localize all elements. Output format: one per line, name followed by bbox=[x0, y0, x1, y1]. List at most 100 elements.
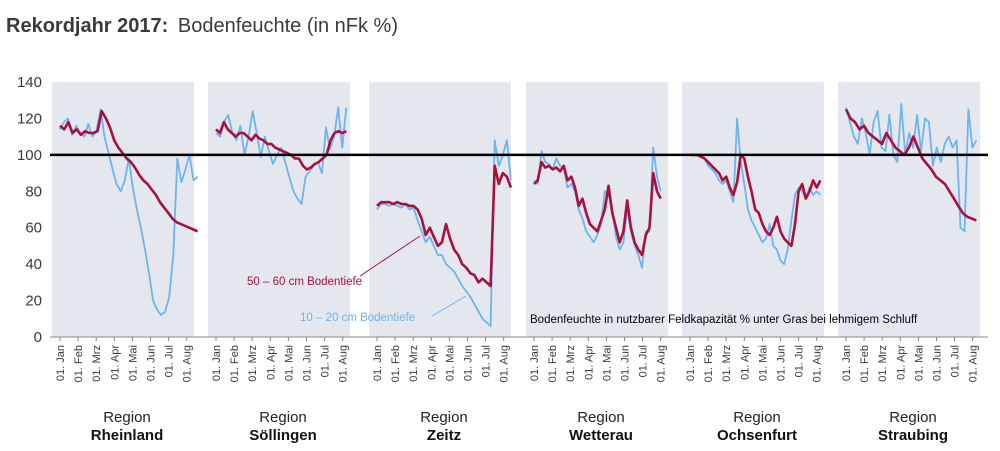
x-tick-label: 01. Feb bbox=[859, 345, 871, 382]
x-tick-label: 01. Feb bbox=[703, 345, 715, 382]
region-label-top: Region bbox=[420, 409, 468, 426]
x-tick-label: 01. Apr bbox=[109, 345, 121, 380]
x-tick-label: 01. Aug bbox=[656, 345, 668, 382]
x-tick-label: 01. Jun bbox=[620, 345, 632, 381]
region-label-top: Region bbox=[103, 409, 151, 426]
x-tick-label: 01. Jan bbox=[841, 345, 853, 381]
region-panel bbox=[838, 82, 980, 337]
x-tick-label: 01. Apr bbox=[265, 345, 277, 380]
x-tick-label: 01. Mrz bbox=[91, 345, 103, 382]
region-label-top: Region bbox=[259, 409, 307, 426]
series-lines bbox=[59, 103, 978, 328]
region-panel bbox=[369, 82, 511, 337]
x-tick-label: 01. Jan bbox=[529, 345, 541, 381]
y-tick-label: 0 bbox=[34, 329, 42, 346]
chart-title: Rekordjahr 2017: Bodenfeuchte (in nFk %) bbox=[6, 15, 398, 37]
x-tick-label: 01. Mrz bbox=[408, 345, 420, 382]
x-tick-label: 01. Jun bbox=[302, 345, 314, 381]
series-10-20cm-line bbox=[59, 108, 199, 317]
region-panel bbox=[208, 82, 350, 337]
region-label-name: Söllingen bbox=[249, 427, 317, 444]
series-50-60cm-line bbox=[844, 108, 977, 222]
x-tick-label: 01. Apr bbox=[426, 345, 438, 380]
x-tick-label: 01. Aug bbox=[338, 345, 350, 382]
x-tick-label: 01. Jan bbox=[372, 345, 384, 381]
x-tick-label: 01. Jan bbox=[685, 345, 697, 381]
region-label-top: Region bbox=[733, 409, 781, 426]
x-tick-label: 01. Jul bbox=[164, 345, 176, 377]
x-tick-label: 01. Apr bbox=[895, 345, 907, 380]
x-tick-label: 01. Jul bbox=[794, 345, 806, 377]
region-panels bbox=[52, 82, 980, 337]
x-tick-label: 01. Apr bbox=[583, 345, 595, 380]
x-tick-label: 01. Aug bbox=[499, 345, 511, 382]
region-label-name: Ochsenfurt bbox=[717, 427, 797, 444]
x-tick-label: 01. Mai bbox=[601, 345, 613, 381]
x-tick-label: 01. Jul bbox=[950, 345, 962, 377]
y-tick-label: 120 bbox=[17, 110, 42, 127]
series-50-60cm-line bbox=[59, 109, 199, 233]
chart-note: Bodenfeuchte in nutzbarer Feldkapazität … bbox=[530, 314, 918, 326]
region-labels: RegionRheinlandRegionSöllingenRegionZeit… bbox=[91, 409, 948, 444]
legend-label-60cm: 50 – 60 cm Bodentiefe bbox=[247, 276, 362, 288]
x-tick-label: 01. Mrz bbox=[565, 345, 577, 382]
x-tick-label: 01. Jul bbox=[638, 345, 650, 377]
series-50-60cm-line bbox=[533, 160, 662, 257]
y-tick-label: 80 bbox=[25, 183, 42, 200]
x-tick-label: 01. Apr bbox=[739, 345, 751, 380]
y-tick-label: 60 bbox=[25, 220, 42, 237]
region-panel bbox=[52, 82, 194, 337]
series-50-60cm-line bbox=[690, 153, 822, 248]
x-tick-label: 01. Mrz bbox=[247, 345, 259, 382]
y-tick-label: 20 bbox=[25, 293, 42, 310]
region-label-name: Rheinland bbox=[91, 427, 164, 444]
series-10-20cm-line bbox=[376, 139, 512, 328]
x-tick-label: 01. Mrz bbox=[721, 345, 733, 382]
x-tick-label: 01. Jun bbox=[776, 345, 788, 381]
legend-label-20cm: 10 – 20 cm Bodentiefe bbox=[300, 312, 415, 324]
x-tick-label: 01. Jun bbox=[463, 345, 475, 381]
x-tick-label: 01. Aug bbox=[182, 345, 194, 382]
annotations: 50 – 60 cm Bodentiefe 10 – 20 cm Bodenti… bbox=[247, 235, 918, 326]
x-tick-label: 01. Jan bbox=[211, 345, 223, 381]
x-tick-label: 01. Jul bbox=[481, 345, 493, 377]
x-tick-label: 01. Mai bbox=[913, 345, 925, 381]
y-tick-label: 40 bbox=[25, 256, 42, 273]
x-tick-label: 01. Mrz bbox=[877, 345, 889, 382]
region-label-top: Region bbox=[889, 409, 937, 426]
x-tick-label: 01. Feb bbox=[390, 345, 402, 382]
x-axis: 01. Jan 01. Feb 01. Mrz 01. Apr 01. Mai 01. J… bbox=[55, 337, 980, 382]
y-tick-label: 140 bbox=[17, 74, 42, 91]
x-tick-label: 01. Feb bbox=[229, 345, 241, 382]
legend-leader-60cm bbox=[359, 235, 421, 277]
title-bold: Rekordjahr 2017: bbox=[6, 15, 168, 37]
x-tick-label: 01. Mai bbox=[757, 345, 769, 381]
y-axis: 0 20 40 60 80 100 120 140 bbox=[17, 74, 988, 346]
region-label-name: Straubing bbox=[878, 427, 948, 444]
x-tick-label: 01. Feb bbox=[73, 345, 85, 382]
series-10-20cm-line bbox=[690, 117, 821, 266]
region-label-name: Zeitz bbox=[427, 427, 461, 444]
region-panel bbox=[526, 82, 668, 337]
x-tick-label: 01. Mai bbox=[283, 345, 295, 381]
x-tick-label: 01. Aug bbox=[812, 345, 824, 382]
svg-text:Rekordjahr 2017: Bodenfe: Rekordjahr 2017: Bodenfeuchte (in nFk %) bbox=[6, 15, 398, 37]
legend-leader-20cm bbox=[431, 295, 467, 317]
series-10-20cm-line bbox=[533, 146, 662, 269]
region-panel bbox=[682, 82, 824, 337]
x-tick-label: 01. Jun bbox=[146, 345, 158, 381]
region-label-top: Region bbox=[577, 409, 625, 426]
x-tick-label: 01. Jun bbox=[932, 345, 944, 381]
x-tick-label: 01. Aug bbox=[968, 345, 980, 382]
x-tick-label: 01. Mai bbox=[127, 345, 139, 381]
x-tick-label: 01. Jul bbox=[320, 345, 332, 377]
region-label-name: Wetterau bbox=[569, 427, 633, 444]
x-tick-label: 01. Mai bbox=[444, 345, 456, 381]
series-50-60cm-line bbox=[376, 164, 513, 288]
y-tick-label: 100 bbox=[17, 147, 42, 164]
series-50-60cm-line bbox=[215, 120, 347, 171]
x-tick-label: 01. Feb bbox=[547, 345, 559, 382]
x-tick-label: 01. Jan bbox=[55, 345, 67, 381]
title-subtitle: Bodenfeuchte (in nFk %) bbox=[178, 15, 398, 37]
